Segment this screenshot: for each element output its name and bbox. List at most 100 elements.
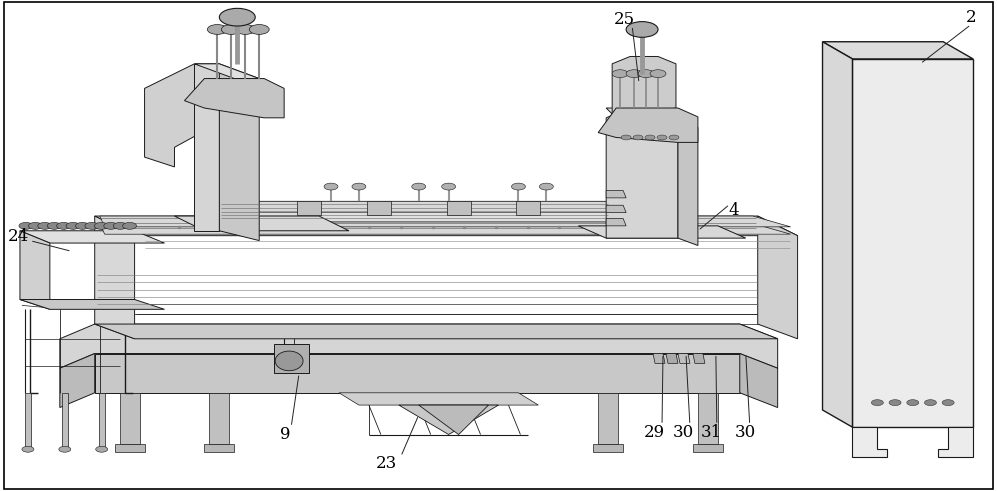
Polygon shape (115, 444, 145, 452)
Polygon shape (20, 300, 165, 309)
Polygon shape (99, 393, 105, 447)
Circle shape (66, 222, 80, 229)
Polygon shape (852, 59, 973, 427)
Circle shape (906, 400, 918, 406)
Circle shape (633, 135, 643, 140)
Polygon shape (120, 393, 140, 444)
Polygon shape (100, 216, 791, 227)
Circle shape (352, 183, 366, 190)
Circle shape (114, 222, 128, 229)
Polygon shape (219, 64, 259, 241)
Polygon shape (60, 324, 778, 368)
Circle shape (249, 25, 269, 34)
Polygon shape (297, 201, 321, 215)
Polygon shape (274, 344, 309, 373)
Circle shape (442, 183, 456, 190)
Circle shape (47, 222, 61, 229)
Polygon shape (204, 444, 234, 452)
Polygon shape (367, 201, 391, 215)
Polygon shape (194, 64, 219, 231)
Circle shape (96, 446, 108, 452)
Polygon shape (95, 216, 798, 236)
Polygon shape (598, 393, 618, 444)
Circle shape (123, 222, 137, 229)
Polygon shape (184, 79, 284, 118)
Text: 2: 2 (966, 9, 976, 26)
Circle shape (621, 135, 631, 140)
Polygon shape (823, 42, 852, 427)
Polygon shape (219, 211, 634, 222)
Polygon shape (653, 354, 665, 363)
Polygon shape (758, 216, 798, 339)
Polygon shape (275, 351, 303, 371)
Polygon shape (852, 427, 887, 457)
Polygon shape (20, 231, 165, 243)
Circle shape (942, 400, 954, 406)
Polygon shape (606, 108, 698, 128)
Polygon shape (100, 223, 791, 234)
Circle shape (626, 22, 658, 37)
Circle shape (104, 222, 118, 229)
Polygon shape (447, 201, 471, 215)
Circle shape (650, 70, 666, 78)
Polygon shape (678, 354, 690, 363)
Circle shape (871, 400, 883, 406)
Text: 24: 24 (7, 228, 29, 245)
Polygon shape (145, 64, 219, 167)
Polygon shape (740, 354, 778, 408)
Text: 9: 9 (280, 426, 290, 443)
Polygon shape (698, 393, 718, 444)
Polygon shape (606, 191, 626, 198)
Polygon shape (219, 201, 634, 212)
Polygon shape (60, 354, 95, 408)
Circle shape (412, 183, 426, 190)
Circle shape (38, 222, 52, 229)
Text: 30: 30 (672, 424, 694, 440)
Polygon shape (598, 108, 698, 142)
Circle shape (207, 25, 227, 34)
Text: 29: 29 (643, 424, 665, 440)
Polygon shape (209, 393, 229, 444)
Polygon shape (20, 231, 50, 309)
Circle shape (85, 222, 99, 229)
Text: 25: 25 (613, 11, 635, 28)
Polygon shape (606, 205, 626, 213)
Text: 23: 23 (376, 456, 398, 472)
Circle shape (324, 183, 338, 190)
Circle shape (511, 183, 525, 190)
Polygon shape (95, 216, 135, 339)
Text: 4: 4 (729, 202, 739, 218)
Text: 30: 30 (735, 424, 757, 440)
Polygon shape (578, 226, 746, 238)
Circle shape (95, 222, 109, 229)
Polygon shape (174, 216, 349, 231)
Circle shape (59, 446, 71, 452)
Polygon shape (678, 118, 698, 246)
Polygon shape (823, 42, 973, 59)
Circle shape (924, 400, 936, 406)
Polygon shape (666, 354, 678, 363)
Circle shape (221, 25, 241, 34)
Polygon shape (606, 108, 678, 238)
Polygon shape (62, 393, 68, 447)
Polygon shape (693, 444, 723, 452)
Circle shape (57, 222, 71, 229)
Polygon shape (95, 354, 740, 393)
Circle shape (669, 135, 679, 140)
Text: 31: 31 (701, 424, 723, 440)
Circle shape (235, 25, 255, 34)
Polygon shape (194, 64, 259, 79)
Circle shape (76, 222, 90, 229)
Polygon shape (95, 324, 778, 339)
Polygon shape (25, 393, 31, 447)
Polygon shape (419, 405, 489, 435)
Polygon shape (516, 201, 540, 215)
Polygon shape (339, 393, 538, 405)
Circle shape (657, 135, 667, 140)
Circle shape (626, 70, 642, 78)
Circle shape (645, 135, 655, 140)
Polygon shape (399, 405, 498, 435)
Polygon shape (593, 444, 623, 452)
Circle shape (219, 8, 255, 26)
Circle shape (22, 446, 34, 452)
